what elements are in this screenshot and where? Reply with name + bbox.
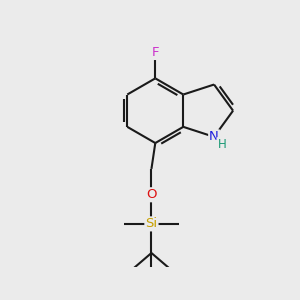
- Text: Si: Si: [146, 218, 158, 230]
- Text: N: N: [209, 130, 219, 143]
- Text: H: H: [218, 138, 226, 151]
- Text: F: F: [152, 46, 159, 59]
- Text: O: O: [146, 188, 157, 201]
